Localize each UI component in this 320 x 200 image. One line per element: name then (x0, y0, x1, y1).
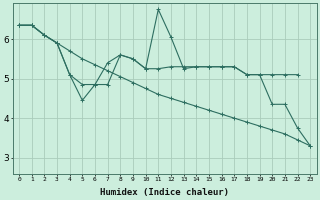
X-axis label: Humidex (Indice chaleur): Humidex (Indice chaleur) (100, 188, 229, 197)
